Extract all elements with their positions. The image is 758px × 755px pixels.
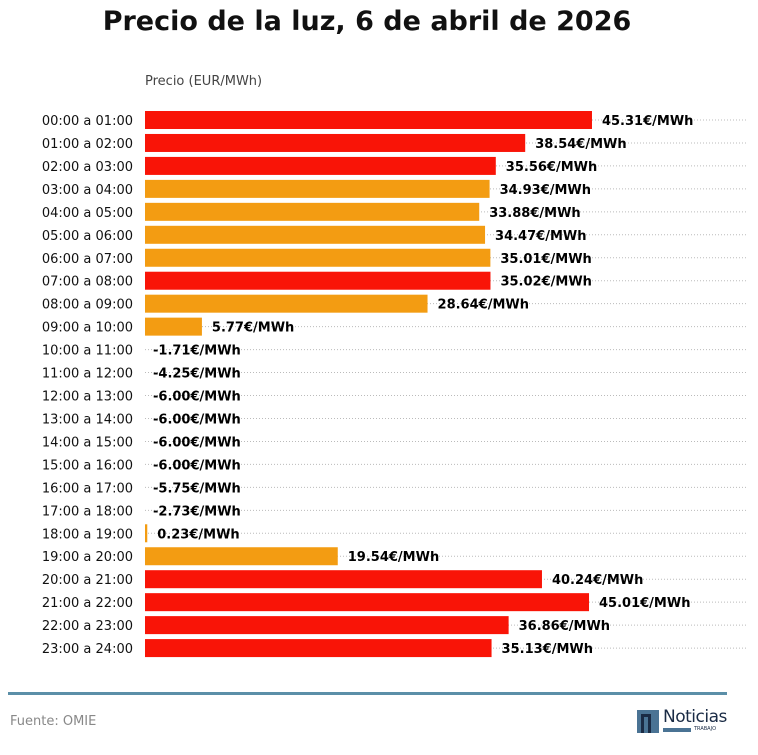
plot-area: 00:00 a 01:00 45.31€/MWh 01:00 a 02:00 38.5…	[42, 111, 748, 658]
data-label: 34.93€/MWh	[500, 183, 591, 198]
category-label: 03:00 a 04:00	[42, 183, 133, 198]
data-label: -6.00€/MWh	[153, 458, 241, 473]
data-label: 40.24€/MWh	[552, 573, 643, 588]
bar	[145, 570, 542, 589]
category-label: 18:00 a 19:00	[42, 527, 133, 542]
bar	[145, 202, 480, 221]
bar	[145, 225, 486, 244]
data-label: 45.01€/MWh	[599, 596, 690, 611]
bar	[145, 111, 592, 129]
category-label: 08:00 a 09:00	[42, 298, 133, 313]
data-label: 45.31€/MWh	[602, 114, 693, 129]
bar	[145, 133, 526, 152]
bar	[145, 317, 202, 336]
category-label: 06:00 a 07:00	[42, 252, 133, 267]
category-label: 14:00 a 15:00	[42, 435, 133, 450]
data-label: 35.13€/MWh	[502, 642, 593, 657]
category-label: 04:00 a 05:00	[42, 206, 133, 221]
data-label: -5.75€/MWh	[153, 481, 241, 496]
category-label: 19:00 a 20:00	[42, 550, 133, 565]
category-label: 17:00 a 18:00	[42, 504, 133, 519]
category-label: 10:00 a 11:00	[42, 344, 133, 359]
bar	[145, 547, 338, 566]
category-label: 23:00 a 24:00	[42, 642, 133, 657]
category-label: 01:00 a 02:00	[42, 137, 133, 152]
category-label: 11:00 a 12:00	[42, 367, 133, 382]
bar	[145, 156, 496, 175]
data-label: 35.01€/MWh	[500, 252, 591, 267]
data-label: 38.54€/MWh	[535, 137, 626, 152]
data-label: 35.56€/MWh	[506, 160, 597, 175]
data-label: 36.86€/MWh	[519, 619, 610, 634]
data-label: 5.77€/MWh	[212, 321, 294, 336]
data-label: 33.88€/MWh	[489, 206, 580, 221]
category-label: 15:00 a 16:00	[42, 458, 133, 473]
data-label: -6.00€/MWh	[153, 390, 241, 405]
bar	[145, 271, 491, 290]
data-label: 28.64€/MWh	[438, 298, 529, 313]
category-label: 12:00 a 13:00	[42, 390, 133, 405]
category-label: 07:00 a 08:00	[42, 275, 133, 290]
data-label: -4.25€/MWh	[153, 367, 241, 382]
bar	[145, 248, 491, 267]
footer-divider	[8, 692, 727, 695]
data-label: 0.23€/MWh	[157, 527, 239, 542]
chart-title: Precio de la luz, 6 de abril de 2026	[102, 6, 632, 37]
bar	[145, 593, 590, 612]
category-label: 20:00 a 21:00	[42, 573, 133, 588]
data-label: 35.02€/MWh	[500, 275, 591, 290]
category-label: 02:00 a 03:00	[42, 160, 133, 175]
axis-label: Precio (EUR/MWh)	[145, 74, 263, 89]
bar	[145, 294, 428, 313]
category-label: 05:00 a 06:00	[42, 229, 133, 244]
data-label: 19.54€/MWh	[348, 550, 439, 565]
noticias-trabajo-logo: Noticias TRABAJO	[637, 707, 729, 734]
category-label: 16:00 a 17:00	[42, 481, 133, 496]
category-label: 13:00 a 14:00	[42, 412, 133, 427]
category-label: 00:00 a 01:00	[42, 114, 133, 129]
category-label: 21:00 a 22:00	[42, 596, 133, 611]
bar	[145, 179, 490, 198]
source-text: Fuente: OMIE	[10, 714, 97, 729]
data-label: -1.71€/MWh	[153, 344, 241, 359]
category-label: 09:00 a 10:00	[42, 321, 133, 336]
data-label: -6.00€/MWh	[153, 435, 241, 450]
category-label: 22:00 a 23:00	[42, 619, 133, 634]
bar	[145, 524, 148, 543]
data-label: -6.00€/MWh	[153, 412, 241, 427]
bar	[145, 639, 492, 658]
data-label: 34.47€/MWh	[495, 229, 586, 244]
bar	[145, 616, 509, 635]
data-label: -2.73€/MWh	[153, 504, 241, 519]
